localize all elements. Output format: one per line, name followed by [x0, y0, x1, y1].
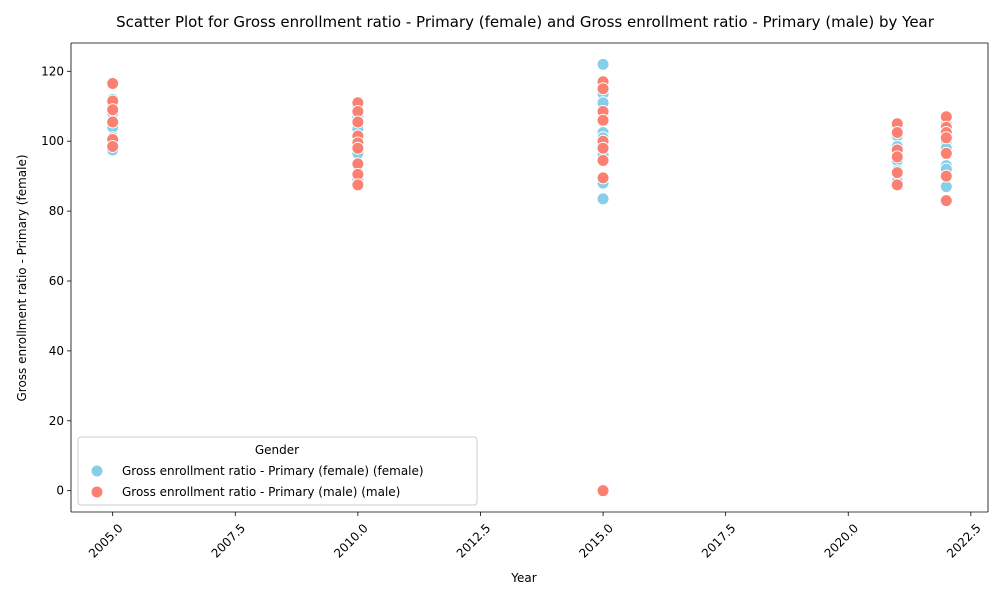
data-point-male — [596, 171, 610, 185]
y-tick-label: 20 — [49, 414, 64, 428]
data-point-male — [596, 82, 610, 96]
legend-marker-female — [90, 464, 104, 478]
x-axis-label: Year — [510, 571, 536, 585]
data-point-female — [596, 192, 610, 206]
legend-box — [77, 436, 478, 506]
data-point-male — [106, 139, 120, 153]
legend-label-male: Gross enrollment ratio - Primary (male) … — [122, 485, 400, 499]
y-tick-label: 0 — [56, 484, 64, 498]
data-points — [106, 57, 953, 498]
chart-title: Scatter Plot for Gross enrollment ratio … — [116, 13, 935, 31]
data-point-male — [939, 194, 953, 208]
legend-title: Gender — [255, 443, 299, 457]
y-axis-ticks: 0 20 40 60 80 100 120 — [41, 64, 71, 498]
data-point-male — [106, 103, 120, 117]
y-tick-label: 40 — [49, 344, 64, 358]
data-point-male — [890, 150, 904, 164]
y-tick-label: 120 — [41, 64, 64, 78]
data-point-female — [596, 57, 610, 71]
plot-area — [71, 43, 988, 512]
data-point-male — [596, 153, 610, 167]
data-point-male — [106, 115, 120, 129]
data-point-male — [890, 166, 904, 180]
data-point-male — [596, 113, 610, 127]
legend: Gender Gross enrollment ratio - Primary … — [77, 436, 478, 506]
data-point-male — [596, 484, 610, 498]
x-tick-label: 2012.5 — [454, 521, 494, 561]
data-point-male — [939, 169, 953, 183]
x-tick-label: 2017.5 — [699, 521, 739, 561]
data-point-male — [106, 77, 120, 91]
y-tick-label: 100 — [41, 134, 64, 148]
data-point-male — [596, 141, 610, 155]
legend-label-female: Gross enrollment ratio - Primary (female… — [122, 464, 424, 478]
x-tick-label: 2022.5 — [944, 521, 984, 561]
x-axis-ticks: 2005.0 2007.5 2010.0 2012.5 2015.0 2017.5 2020… — [86, 512, 984, 561]
x-tick-label: 2005.0 — [86, 521, 126, 561]
data-point-male — [939, 131, 953, 145]
x-tick-label: 2020.0 — [822, 521, 862, 561]
y-axis-label: Gross enrollment ratio - Primary (female… — [15, 154, 29, 401]
x-tick-label: 2010.0 — [331, 521, 371, 561]
x-tick-label: 2007.5 — [209, 521, 249, 561]
y-tick-label: 80 — [49, 204, 64, 218]
legend-marker-male — [90, 485, 104, 499]
data-point-male — [351, 178, 365, 192]
data-point-male — [351, 141, 365, 155]
y-tick-label: 60 — [49, 274, 64, 288]
data-point-male — [939, 146, 953, 160]
x-tick-label: 2015.0 — [576, 521, 616, 561]
data-point-male — [351, 115, 365, 129]
data-point-male — [890, 178, 904, 192]
data-point-male — [890, 125, 904, 139]
